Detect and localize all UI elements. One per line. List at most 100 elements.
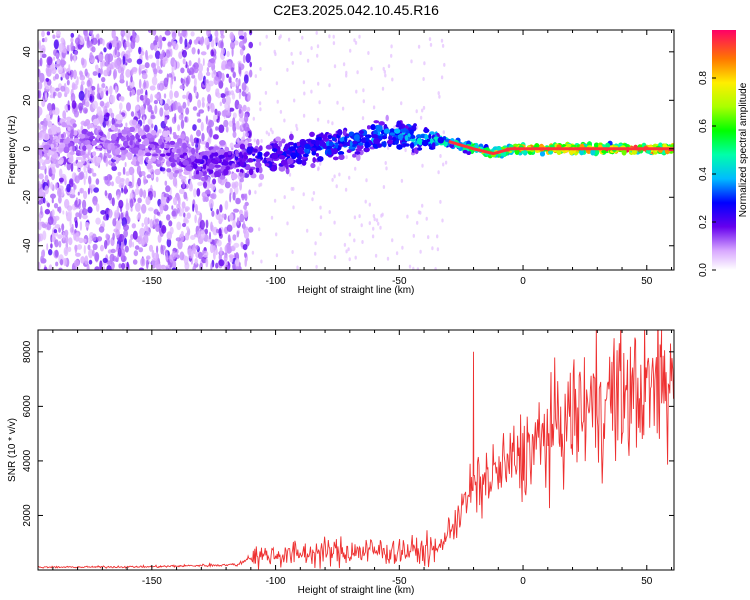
- heatmap-speckle: [287, 37, 291, 42]
- heatmap-speckle: [87, 164, 90, 171]
- heatmap-cell: [137, 155, 144, 163]
- heatmap-cell: [394, 128, 401, 134]
- heatmap-cell: [195, 152, 200, 159]
- heatmap-speckle: [353, 238, 356, 243]
- x-tick-label: -100: [266, 576, 286, 587]
- heatmap-cell: [396, 144, 403, 150]
- heatmap-speckle: [362, 88, 365, 93]
- heatmap-speckle: [156, 245, 159, 254]
- heatmap-speckle: [134, 245, 140, 250]
- heatmap-speckle: [400, 178, 404, 183]
- heatmap-speckle: [74, 199, 78, 206]
- heatmap-speckle: [290, 186, 293, 191]
- heatmap-cell: [138, 149, 143, 156]
- heatmap-cell: [309, 131, 315, 137]
- heatmap-speckle: [159, 204, 164, 215]
- heatmap-speckle: [95, 203, 100, 212]
- spectrogram-frame: [37, 29, 675, 271]
- heatmap-cell: [331, 148, 338, 155]
- heatmap-cell: [205, 142, 210, 149]
- heatmap-cell: [409, 129, 414, 136]
- heatmap-speckle: [195, 143, 199, 149]
- heatmap-speckle: [51, 235, 55, 243]
- heatmap-cell: [208, 163, 215, 170]
- heatmap-speckle: [38, 261, 41, 270]
- heatmap-speckle: [58, 195, 62, 204]
- heatmap-speckle: [99, 100, 105, 107]
- heatmap-speckle: [238, 30, 244, 37]
- heatmap-speckle: [410, 59, 413, 64]
- heatmap-speckle: [243, 38, 247, 43]
- heatmap-speckle: [63, 198, 70, 209]
- heatmap-speckle: [119, 73, 125, 83]
- heatmap-speckle: [386, 256, 390, 261]
- heatmap-speckle: [223, 119, 229, 128]
- heatmap-speckle: [76, 76, 79, 86]
- heatmap-speckle: [124, 245, 129, 253]
- heatmap-speckle: [170, 80, 173, 90]
- heatmap-speckle: [265, 34, 268, 39]
- heatmap-cell: [492, 146, 498, 151]
- heatmap-cell: [223, 152, 229, 158]
- heatmap-speckle: [159, 107, 164, 117]
- heatmap-speckle: [295, 123, 298, 128]
- heatmap-speckle: [137, 197, 142, 204]
- heatmap-speckle: [134, 104, 140, 112]
- heatmap-speckle: [180, 230, 184, 237]
- heatmap-speckle: [166, 49, 171, 59]
- heatmap-speckle: [39, 72, 45, 83]
- heatmap-speckle: [345, 249, 348, 254]
- heatmap-speckle: [100, 244, 104, 252]
- heatmap-speckle: [87, 244, 91, 251]
- heatmap-speckle: [117, 171, 122, 176]
- heatmap-speckle: [79, 71, 84, 78]
- heatmap-speckle: [45, 85, 51, 90]
- heatmap-speckle: [58, 168, 63, 178]
- heatmap-cell: [278, 140, 283, 148]
- y-tick-label: -40: [22, 238, 33, 253]
- heatmap-speckle: [206, 71, 211, 76]
- heatmap-speckle: [180, 119, 185, 130]
- heatmap-cell: [437, 136, 444, 144]
- heatmap-speckle: [216, 92, 221, 99]
- heatmap-speckle: [54, 249, 59, 258]
- heatmap-speckle: [164, 110, 170, 116]
- heatmap-speckle: [89, 30, 94, 35]
- heatmap-cell: [158, 138, 163, 145]
- heatmap-speckle: [114, 59, 121, 70]
- heatmap-speckle: [150, 115, 156, 120]
- heatmap-speckle: [74, 244, 78, 251]
- heatmap-speckle: [54, 215, 60, 221]
- heatmap-speckle: [439, 154, 442, 158]
- heatmap-speckle: [234, 258, 241, 268]
- heatmap-cell: [344, 136, 348, 143]
- heatmap-cell: [380, 129, 385, 135]
- heatmap-speckle: [331, 177, 334, 182]
- heatmap-cell: [365, 135, 370, 143]
- heatmap-speckle: [183, 217, 188, 224]
- heatmap-speckle: [393, 125, 396, 130]
- heatmap-cell: [154, 168, 161, 176]
- heatmap-speckle: [120, 30, 126, 38]
- heatmap-cell: [72, 130, 78, 136]
- spectrogram-heatmap: [38, 30, 674, 270]
- heatmap-speckle: [136, 94, 140, 103]
- heatmap-cell: [296, 159, 303, 165]
- heatmap-speckle: [242, 54, 246, 64]
- heatmap-cell: [358, 130, 364, 135]
- heatmap-speckle: [238, 262, 241, 268]
- heatmap-speckle: [213, 76, 219, 86]
- heatmap-speckle: [63, 246, 69, 257]
- heatmap-speckle: [44, 37, 48, 43]
- heatmap-speckle: [103, 47, 107, 53]
- heatmap-speckle: [228, 107, 235, 112]
- heatmap-speckle: [70, 37, 74, 43]
- heatmap-cell: [165, 144, 170, 149]
- heatmap-cell: [246, 147, 253, 155]
- heatmap-speckle: [401, 245, 404, 250]
- heatmap-speckle: [111, 117, 116, 126]
- heatmap-cell: [278, 155, 286, 160]
- heatmap-cell: [386, 139, 394, 145]
- heatmap-speckle: [153, 44, 158, 52]
- heatmap-speckle: [104, 175, 110, 185]
